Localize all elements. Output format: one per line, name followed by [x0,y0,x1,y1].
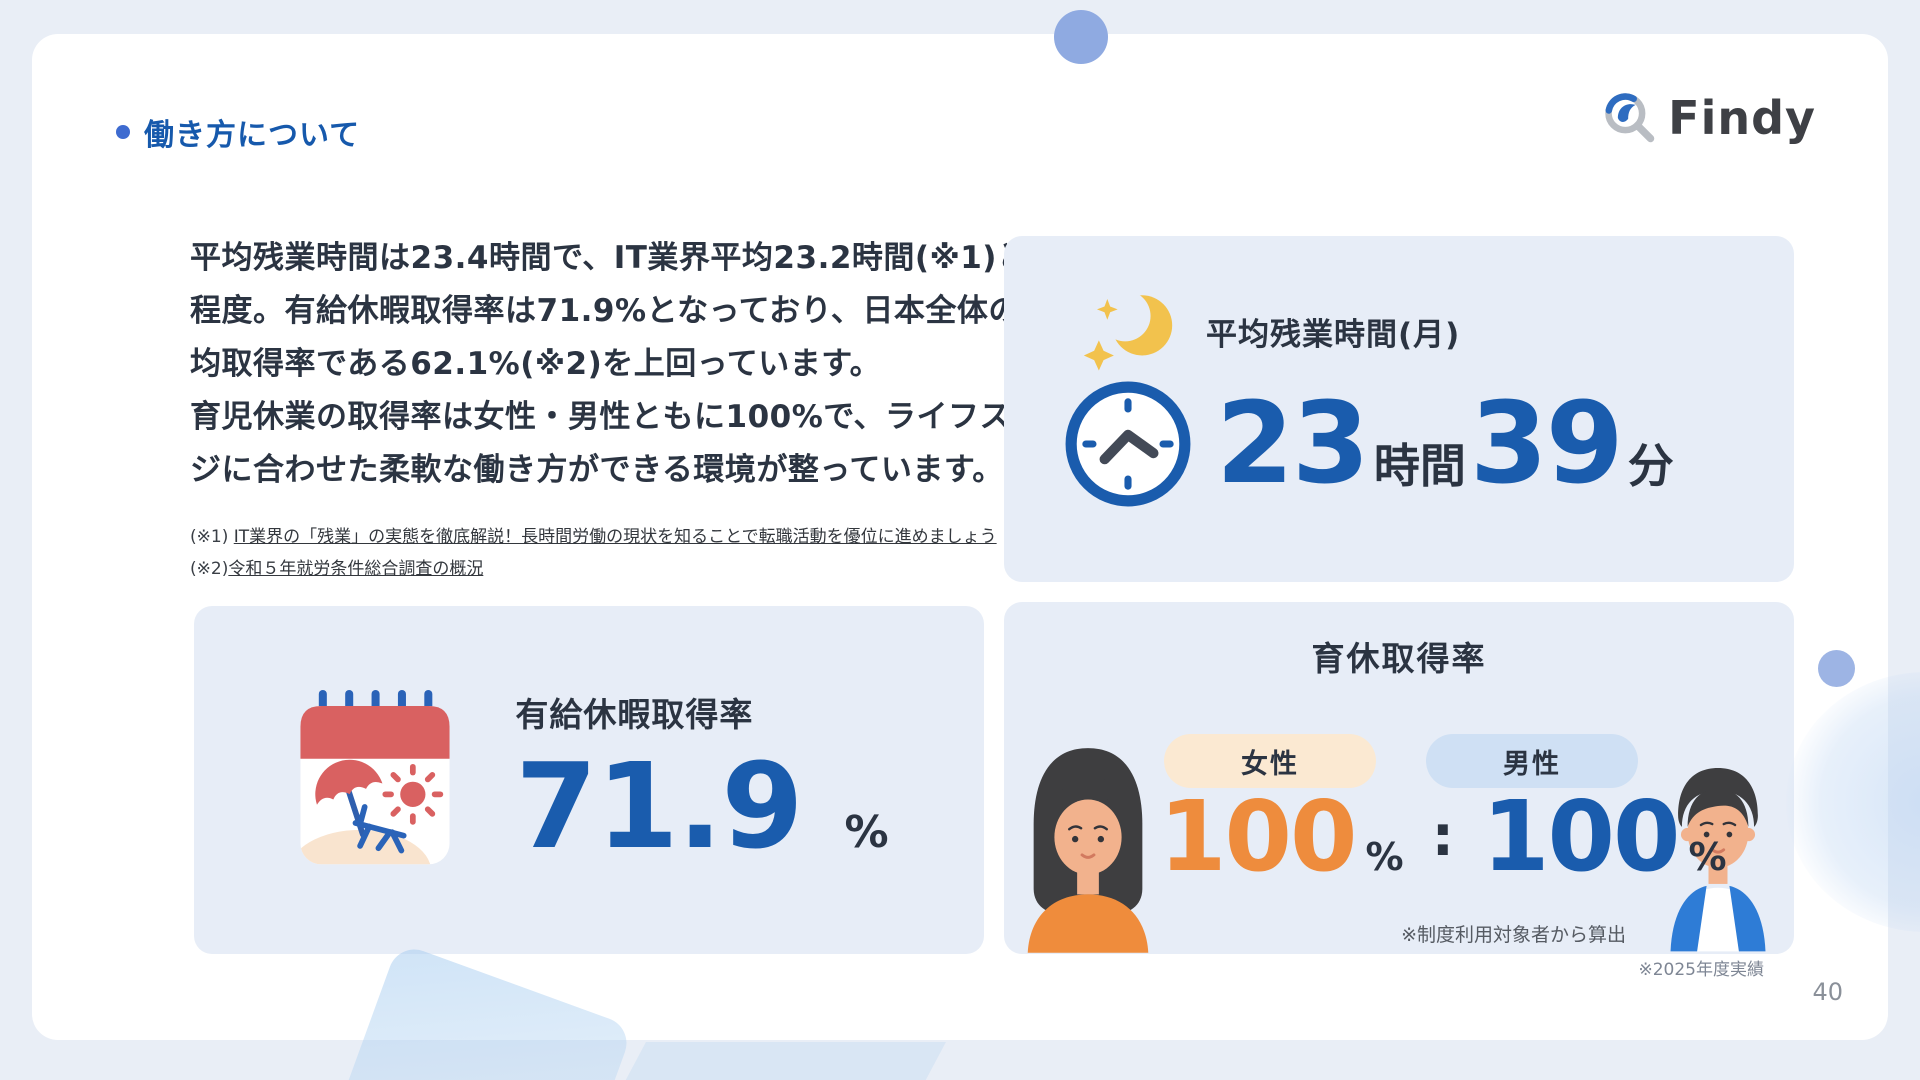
female-value: 100 [1159,780,1357,893]
man-illustration [1670,768,1766,952]
footnote-2-link[interactable]: 令和５年就労条件総合調査の概況 [228,559,484,579]
overtime-minutes: 39 [1469,379,1624,509]
overtime-label: 平均残業時間(月) [1206,316,1461,353]
parental-leave-values: 100 % : 100 % [1159,788,1727,885]
intro-paragraph: 平均残業時間は23.4時間で、IT業界平均23.2時間(※1)と同 程度。有給休… [190,240,1075,488]
overtime-hours: 23 [1216,379,1370,509]
footnote-2: (※2)令和５年就労条件総合調査の概況 [190,553,997,585]
page-title: 働き方について [144,118,361,153]
paid-leave-unit: % [844,807,889,859]
overtime-value: 23 時間 39 分 [1216,388,1678,500]
title-bullet-icon [116,125,130,139]
paid-leave-label: 有給休暇取得率 [515,695,754,735]
findy-logo-text: Findy [1668,91,1816,145]
slide-header: 働き方について [116,110,360,154]
paid-leave-value: 71.9 [515,737,803,876]
parental-leave-title: 育休取得率 [1311,639,1487,678]
footnote-2-prefix: (※2) [190,559,229,579]
findy-logo-icon [1605,93,1655,143]
calendar-vacation-icon [300,689,450,865]
gender-pills: 女性 男性 [1164,734,1638,788]
overtime-minutes-unit: 分 [1627,439,1674,493]
footnote-1-prefix: (※1) [190,527,234,547]
clock-icon [1065,381,1191,507]
parental-leave-card: 育休取得率 [1004,602,1794,954]
woman-illustration [1027,748,1149,953]
overtime-hours-unit: 時間 [1373,439,1466,493]
findy-logo: Findy [1602,90,1816,146]
parental-leave-note: ※制度利用対象者から算出 [1401,924,1626,946]
footnote-1: (※1) IT業界の「残業」の実態を徹底解説！長時間労働の現状を知ることで転職活… [190,521,997,553]
overtime-value-row: 23 時間 39 分 [1062,378,1678,510]
paid-leave-value-row: 71.9 % [515,737,889,876]
female-pill: 女性 [1164,734,1376,788]
male-value: 100 [1481,780,1680,893]
slide-card: 働き方について Findy 平均残業時間は23.4時間で、IT業界平均23.2時… [32,34,1888,1040]
decoration-faint-shape [614,1042,946,1080]
footnote-1-link[interactable]: IT業界の「残業」の実態を徹底解説！長時間労働の現状を知ることで転職活動を優位に… [233,527,997,547]
paid-leave-card: 有給休暇取得率 71.9 % [194,606,984,954]
female-unit: % [1365,835,1404,879]
footnotes: (※1) IT業界の「残業」の実態を徹底解説！長時間労働の現状を知ることで転職活… [190,521,997,585]
year-note: ※2025年度実績 [1638,960,1764,980]
paid-leave-content: 有給休暇取得率 71.9 % [515,688,888,872]
overtime-card: 平均残業時間(月) 23 時間 39 分 [1004,236,1794,582]
moon-sparkles-icon [1083,295,1173,371]
page-number: 40 [1812,978,1843,1006]
male-pill: 男性 [1426,734,1638,788]
ratio-separator: : [1431,804,1454,869]
overtime-label-row: 平均残業時間(月) [1076,284,1460,378]
male-unit: % [1688,835,1727,879]
